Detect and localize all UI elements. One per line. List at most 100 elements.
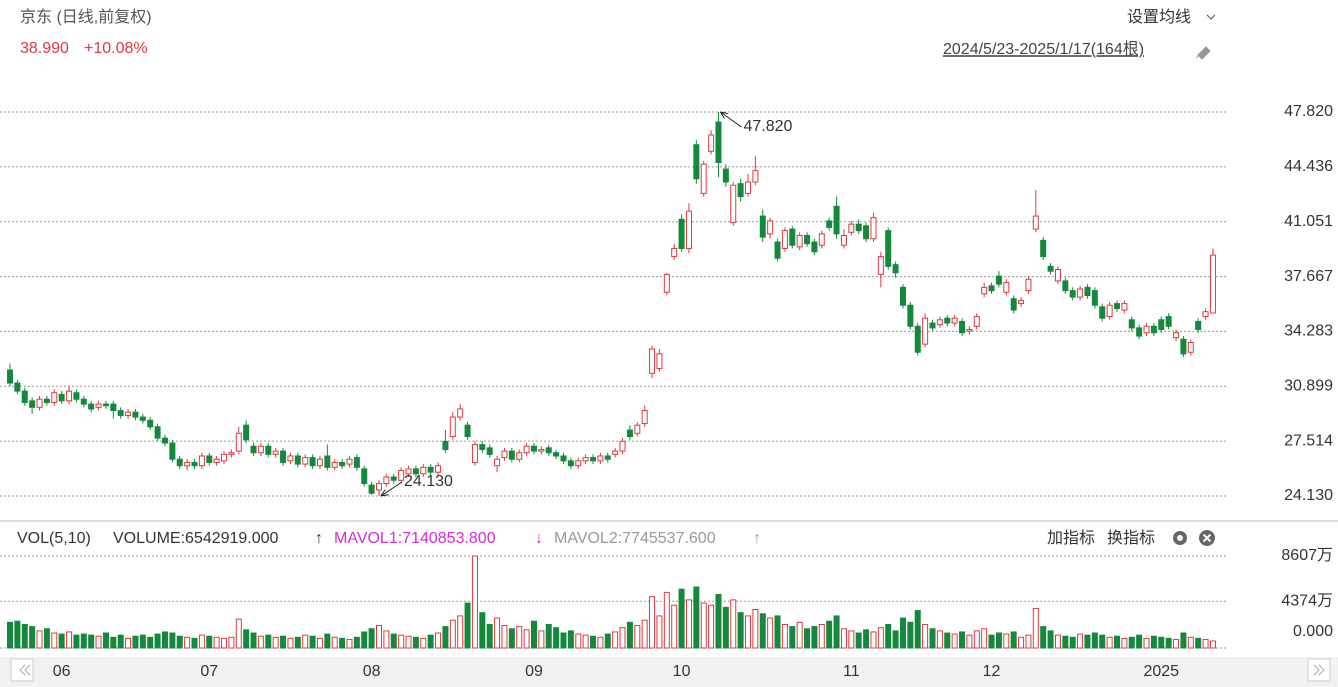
- candle-body: [523, 445, 530, 454]
- candle-body: [619, 440, 626, 452]
- volume-bar: [449, 619, 456, 649]
- volume-bar: [58, 633, 65, 649]
- volume-bar: [774, 615, 781, 649]
- annotation-arrow: [380, 481, 403, 497]
- candle-body: [501, 450, 508, 459]
- add-indicator[interactable]: 加指标: [1047, 529, 1095, 547]
- ma-setting[interactable]: 设置均线: [1127, 8, 1191, 26]
- volume-bar: [840, 628, 847, 649]
- candle-body: [427, 466, 434, 473]
- volume-bar: [7, 621, 13, 649]
- volume-bar: [486, 623, 493, 649]
- candle-body: [745, 181, 751, 194]
- y-tick-label: 37.667: [1284, 268, 1333, 285]
- volume-bar: [951, 633, 958, 649]
- candle-body: [1003, 282, 1010, 293]
- volume-bar: [619, 627, 626, 649]
- candle-body: [612, 450, 619, 455]
- candle-body: [1187, 342, 1194, 353]
- candle-body: [309, 457, 316, 467]
- volume-bar: [855, 632, 862, 649]
- volume-bar: [339, 637, 346, 649]
- candle-body: [368, 484, 375, 494]
- candle-body: [708, 134, 715, 152]
- y-tick-label: 24.130: [1284, 487, 1333, 504]
- candle-body: [235, 432, 242, 452]
- date-range[interactable]: 2024/5/23-2025/1/17(164根): [943, 40, 1144, 58]
- volume-bar: [1018, 636, 1025, 649]
- volume-bar: [582, 634, 589, 649]
- volume-bar: [169, 632, 176, 649]
- candle-body: [1209, 254, 1216, 314]
- y-tick-label: 41.051: [1284, 213, 1333, 230]
- candle-body: [1054, 269, 1061, 282]
- candle-body: [442, 440, 449, 450]
- candle-body: [988, 285, 995, 292]
- volume-bar: [442, 626, 449, 649]
- candle-body: [981, 286, 988, 295]
- switch-indicator[interactable]: 换指标: [1107, 529, 1155, 547]
- candle-body: [139, 416, 146, 421]
- volume-bar: [1047, 630, 1054, 649]
- scroll-left[interactable]: [10, 658, 34, 682]
- candle-body: [833, 205, 840, 235]
- candle-body: [206, 455, 213, 463]
- candle-body: [287, 455, 294, 462]
- candle-body: [885, 230, 892, 267]
- candle-body: [346, 458, 353, 465]
- candle-body: [700, 163, 707, 194]
- volume-bar: [1106, 636, 1113, 649]
- candle-body: [1010, 298, 1017, 311]
- mavol2-value: MAVOL2:7745537.600: [554, 530, 716, 547]
- candle-body: [324, 455, 331, 468]
- volume-bar: [198, 634, 205, 649]
- candle-body: [538, 448, 545, 452]
- dropdown-icon[interactable]: [1206, 14, 1216, 20]
- candle-body: [147, 419, 154, 428]
- candle-body: [1158, 319, 1165, 331]
- candle-body: [826, 220, 833, 228]
- volume-bar: [929, 628, 936, 649]
- y-tick-label: 8607万: [1281, 547, 1333, 564]
- volume-bar: [1091, 632, 1098, 649]
- candle-body: [1077, 288, 1084, 298]
- volume-bar: [560, 632, 567, 649]
- candle-body: [198, 455, 205, 467]
- stock-title: 京东 (日线,前复权): [20, 8, 152, 26]
- candle-body: [21, 390, 28, 403]
- candle-body: [671, 247, 678, 258]
- annotation-arrowhead: [380, 489, 389, 497]
- pin-icon[interactable]: [1195, 46, 1211, 60]
- volume-bar: [575, 633, 582, 649]
- candle-body: [1121, 303, 1128, 311]
- volume-bar: [272, 636, 279, 649]
- candle-body: [1032, 215, 1039, 230]
- candle-body: [36, 398, 43, 408]
- volume-bar: [213, 636, 220, 649]
- candle-body: [272, 450, 279, 455]
- volume-bar: [1084, 634, 1091, 649]
- volume-bar: [1202, 638, 1209, 649]
- candle-body: [154, 426, 161, 439]
- volume-bar: [361, 631, 368, 649]
- candle-body: [656, 353, 663, 369]
- candle-body: [1173, 332, 1180, 339]
- volume-bar: [767, 617, 774, 649]
- candle-body: [759, 215, 766, 238]
- candle-body: [88, 403, 95, 410]
- candle-body: [767, 220, 774, 235]
- candle-body: [250, 445, 257, 454]
- volume-bar: [523, 629, 530, 649]
- volume-bar: [663, 591, 670, 649]
- candle-body: [294, 455, 301, 465]
- volume-bar: [634, 625, 641, 649]
- volume-bar: [221, 637, 228, 649]
- candle-body: [567, 460, 574, 467]
- volume-bar: [228, 636, 235, 649]
- candle-body: [169, 442, 176, 460]
- candle-body: [516, 452, 523, 460]
- x-tick-label: 07: [200, 663, 218, 680]
- volume-bar: [427, 634, 434, 649]
- candle-body: [545, 447, 552, 454]
- y-tick-label: 34.283: [1284, 323, 1333, 340]
